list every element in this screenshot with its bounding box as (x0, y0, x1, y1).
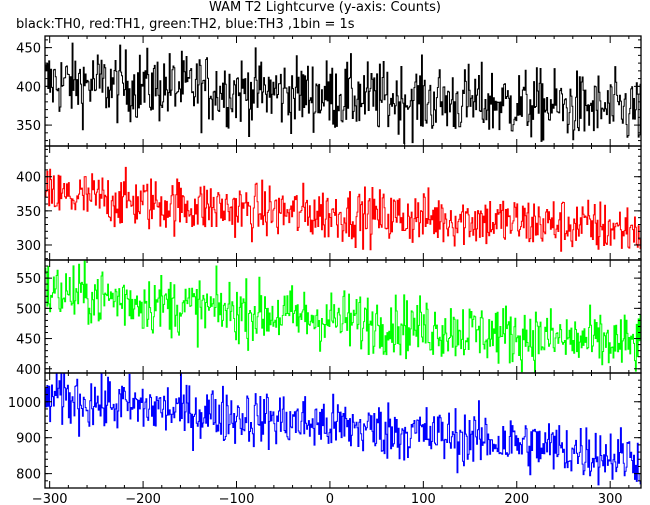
y-tick-label: 550 (16, 272, 41, 287)
panel-th1: 300 350 400 (16, 145, 642, 261)
y-tick-label: 450 (16, 42, 41, 57)
panel-th0: 350 400 450 (16, 35, 642, 147)
y-tick-label: 450 (16, 333, 41, 348)
x-tick-label: 300 (598, 492, 623, 505)
x-tick-label: −300 (32, 492, 68, 505)
y-tick-label: 400 (16, 363, 41, 378)
panel-th3: 800 900 1000 (8, 372, 642, 489)
series-line-th1 (45, 166, 641, 252)
x-tick-label: −200 (125, 492, 161, 505)
panel-th2: 400 450 500 550 (16, 259, 642, 378)
y-tick-label: 350 (16, 205, 41, 220)
x-tick-label: 200 (504, 492, 529, 505)
series-line-th3 (45, 373, 641, 486)
y-tick-label: 1000 (8, 396, 41, 411)
panel-frame (44, 145, 642, 261)
chart-subtitle: black:TH0, red:TH1, green:TH2, blue:TH3 … (16, 17, 355, 32)
series-line-th0 (45, 42, 641, 144)
x-tick-label: −100 (219, 492, 255, 505)
series-line-th2 (45, 260, 641, 373)
y-tick-label: 400 (16, 80, 41, 95)
y-tick-label: 900 (16, 432, 41, 447)
y-tick-label: 400 (16, 171, 41, 186)
y-tick-label: 500 (16, 302, 41, 317)
chart-title: WAM T2 Lightcurve (y-axis: Counts) (209, 0, 441, 15)
x-tick-label: 0 (326, 492, 334, 505)
panel-frame (44, 372, 642, 489)
y-tick-label: 800 (16, 468, 41, 483)
y-tick-label: 350 (16, 119, 41, 134)
y-tick-label: 300 (16, 239, 41, 254)
x-tick-label: 100 (411, 492, 436, 505)
